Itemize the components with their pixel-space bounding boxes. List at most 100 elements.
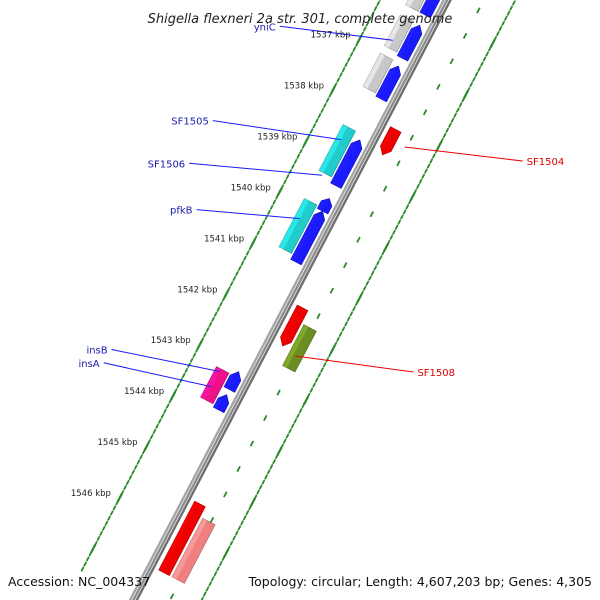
minor-tick-mark [344,62,348,68]
minor-tick-mark [112,505,117,511]
major-tick-mark [116,493,123,503]
minor-tick-mark [368,275,372,281]
minor-tick-mark [456,107,460,113]
minor-tick-mark [229,281,234,287]
gene-feature-highlight [330,142,356,185]
minor-tick-mark [291,423,295,429]
minor-tick-mark [298,408,303,414]
label-leader-line [103,362,212,388]
minor-tick-mark [349,311,354,317]
gene-feature-highlight [405,0,414,8]
kbp-label: 1545 kbp [98,438,138,448]
minor-tick-mark [245,510,250,516]
major-tick-mark [409,191,416,202]
gene-feature[interactable] [158,500,206,577]
minor-tick-mark [269,204,274,210]
inner-tick-mark [209,516,215,524]
minor-tick-mark [283,179,287,185]
minor-tick-mark [256,230,261,236]
minor-tick-mark [469,82,473,88]
gene-label[interactable]: insA [78,359,99,370]
minor-tick-mark [501,20,505,26]
gene-label[interactable]: SF1505 [171,117,209,128]
minor-tick-mark [275,194,279,200]
gene-feature-highlight [280,310,299,339]
minor-tick-mark [352,306,356,312]
backbone-line [135,0,452,600]
minor-tick-mark [363,26,367,32]
kbp-label: 1539 kbp [257,132,297,142]
minor-tick-mark [336,336,340,342]
minor-tick-mark [83,561,87,567]
gene-feature-highlight [380,132,392,148]
minor-tick-mark [189,357,194,363]
minor-tick-mark [328,352,332,358]
minor-tick-mark [453,112,457,118]
label-leader-line [111,349,220,372]
inner-tick-mark [422,109,428,116]
minor-tick-mark [339,72,343,78]
minor-tick-mark [354,301,359,307]
gene-feature[interactable] [278,198,318,254]
minor-tick-mark [102,525,106,531]
minor-tick-mark [139,454,143,460]
backbone-layer [128,0,452,600]
minor-tick-mark [126,479,130,485]
gene-label[interactable]: SF1506 [148,159,186,170]
minor-tick-mark [512,0,516,6]
minor-tick-mark [88,551,93,557]
minor-tick-mark [163,408,167,414]
minor-tick-mark [299,148,303,154]
minor-tick-mark [269,464,274,470]
minor-tick-mark [115,500,119,506]
minor-tick-mark [267,209,271,215]
label-leader-line [279,25,393,41]
minor-tick-mark [315,118,319,124]
inner-tick-mark [382,185,388,192]
minor-tick-mark [301,403,306,409]
minor-tick-mark [370,270,375,276]
gene-label[interactable]: pfkB [170,206,193,217]
accession-text: Accession: NC_004337 [8,574,150,589]
inner-tick-mark [169,593,175,600]
minor-tick-mark [365,280,370,286]
minor-tick-mark [208,581,212,587]
inner-tick-mark [249,440,255,447]
minor-tick-mark [261,479,266,485]
minor-tick-mark [325,357,330,363]
minor-tick-mark [328,92,332,98]
minor-tick-mark [336,77,340,83]
minor-tick-mark [243,515,247,521]
minor-tick-mark [355,41,359,47]
minor-tick-mark [264,474,268,480]
minor-tick-mark [338,331,343,337]
kbp-label: 1538 kbp [284,81,324,91]
gene-feature[interactable] [380,126,402,156]
minor-tick-mark [261,220,266,226]
minor-tick-mark [248,245,253,251]
minor-tick-mark [288,428,292,434]
minor-tick-mark [421,173,426,179]
minor-tick-mark [346,316,351,322]
gene-label[interactable]: SF1504 [527,157,565,168]
inner-tick-mark [369,211,375,218]
minor-tick-mark [309,387,314,393]
minor-tick-mark [248,504,252,510]
minor-tick-mark [168,398,173,404]
gene-label[interactable]: insB [86,345,107,356]
backbone-line [128,0,446,600]
minor-tick-mark [203,591,207,597]
major-tick-mark [303,136,310,146]
minor-tick-mark [205,327,210,333]
minor-tick-mark [317,113,322,119]
minor-tick-mark [211,576,215,582]
minor-tick-mark [347,57,351,62]
gene-feature-highlight [200,366,221,400]
minor-tick-mark [344,321,348,327]
minor-tick-mark [240,520,244,526]
minor-tick-mark [496,31,500,37]
gene-label[interactable]: yniC [254,22,276,33]
minor-tick-mark [392,229,396,235]
gene-label[interactable]: SF1508 [417,368,455,379]
minor-tick-mark [142,449,146,455]
